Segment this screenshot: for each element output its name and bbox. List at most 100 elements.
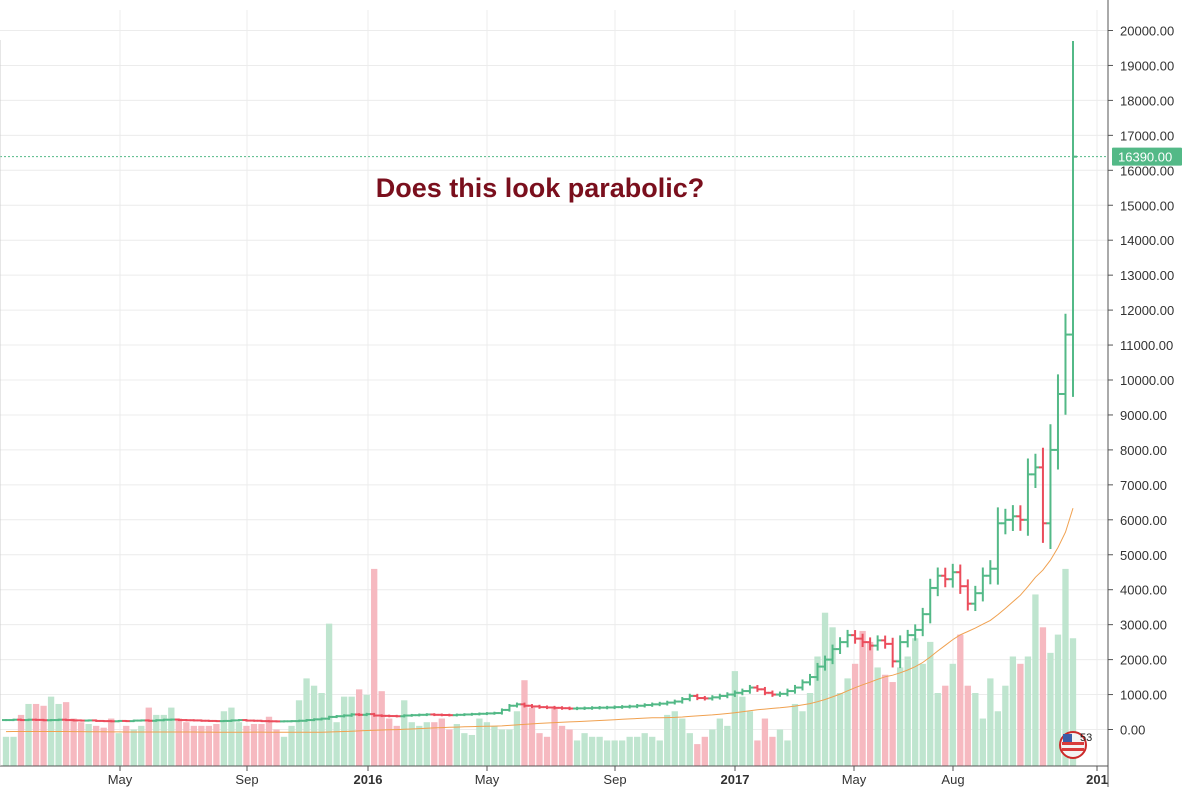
last-price-label: 16390.00 — [1112, 147, 1182, 166]
ohlc-bar — [1023, 458, 1032, 536]
volume-bar — [701, 736, 708, 766]
volume-bar — [356, 689, 363, 766]
ohlc-bar — [918, 607, 927, 637]
ohlc-bar — [490, 711, 499, 715]
ohlc-bar — [92, 719, 101, 722]
volume-bar — [1062, 568, 1069, 766]
volume-bar — [1047, 652, 1054, 766]
volume-bar — [754, 740, 761, 766]
volume-bar — [483, 722, 491, 766]
x-tick-label: Sep — [235, 772, 258, 787]
ohlc-bar — [407, 713, 416, 717]
ohlc-bar — [618, 705, 627, 709]
badge-count: 53 — [1080, 732, 1092, 744]
volume-bar — [731, 671, 739, 766]
volume-bar — [927, 641, 934, 766]
x-tick-label: 201 — [1086, 772, 1108, 787]
ohlc-bar — [144, 719, 153, 722]
ohlc-bar — [415, 713, 424, 717]
ohlc-bar — [69, 719, 78, 722]
x-tick-label: Aug — [941, 772, 964, 787]
ohlc-bar — [129, 719, 138, 723]
annotation-text: Does this look parabolic? — [376, 173, 705, 203]
ohlc-bar — [843, 629, 852, 648]
ohlc-bar — [219, 719, 228, 723]
x-tick-label: May — [475, 772, 500, 787]
volume-bar — [739, 696, 746, 766]
ohlc-bar — [227, 719, 236, 722]
ohlc-bar — [1046, 424, 1055, 549]
volume-bar — [55, 703, 62, 766]
y-tick-label: 15000.00 — [1120, 198, 1174, 213]
volume-bar — [175, 718, 182, 766]
ohlc-bar — [543, 705, 552, 710]
volume-bar — [521, 680, 528, 766]
ohlc-bar — [963, 579, 972, 611]
volume-bar — [513, 711, 521, 766]
ohlc-bar — [941, 567, 950, 588]
ohlc-bar — [760, 686, 769, 696]
ohlc-bar — [2, 719, 10, 722]
volume-bar — [138, 725, 145, 766]
volume-bar — [851, 663, 859, 766]
volume-bar — [453, 724, 461, 766]
y-tick-label: 12000.00 — [1120, 303, 1174, 318]
volume-bar — [205, 725, 213, 766]
ohlc-bar — [437, 713, 446, 717]
ohlc-bar — [926, 578, 935, 624]
ohlc-bar — [933, 567, 942, 597]
y-tick-label: 10000.00 — [1120, 373, 1174, 388]
volume-bar — [1054, 634, 1062, 766]
ohlc-bar — [573, 706, 582, 711]
volume-bar — [2, 736, 10, 766]
volume-bar — [581, 733, 588, 766]
flag-badge[interactable]: 53 — [1059, 731, 1092, 759]
volume-bar — [1009, 656, 1017, 766]
volume-bar — [130, 729, 137, 766]
ohlc-bar — [370, 712, 379, 717]
volume-bar — [108, 718, 115, 766]
volume-bar — [333, 722, 340, 766]
volume-bar — [874, 667, 881, 766]
ohlc-bar — [249, 719, 258, 722]
volume-bar — [273, 729, 280, 766]
volume-bar — [716, 718, 723, 766]
moving-average-line — [5, 508, 1074, 733]
y-tick-label: 9000.00 — [1120, 408, 1167, 423]
y-tick-label: 1000.00 — [1120, 688, 1167, 703]
volume-bar — [153, 714, 160, 766]
ohlc-bar — [9, 718, 18, 722]
ohlc-bar — [1038, 447, 1047, 543]
ohlc-bar — [993, 507, 1002, 585]
ohlc-bar — [881, 635, 890, 649]
ohlc-bar — [775, 691, 784, 697]
volume-bar — [438, 718, 445, 766]
volume-bar — [536, 733, 543, 766]
volume-bar — [618, 740, 626, 766]
y-tick-label: 18000.00 — [1120, 93, 1174, 108]
volume-bar — [280, 736, 288, 766]
volume-bars — [2, 568, 1077, 766]
last-price-label-text: 16390.00 — [1118, 150, 1172, 165]
ohlc-bar — [287, 720, 296, 723]
volume-bar — [446, 729, 453, 766]
ohlc-bar — [84, 719, 93, 722]
volume-bar — [814, 656, 821, 766]
ohlc-bar — [745, 684, 754, 694]
ohlc-bar — [122, 719, 131, 723]
ohlc-bar — [565, 706, 574, 711]
volume-bar — [551, 707, 558, 766]
volume-bar — [123, 725, 130, 766]
volume-bar — [160, 714, 167, 766]
ohlc-bar — [24, 718, 33, 722]
ohlc-bar — [768, 690, 777, 697]
volume-bar — [972, 693, 979, 766]
ohlc-bar — [1061, 313, 1070, 415]
volume-bar — [964, 685, 971, 766]
ohlc-bars — [2, 40, 1077, 723]
volume-bar — [70, 718, 77, 766]
ohlc-bar — [310, 718, 319, 722]
ohlc-bar — [558, 706, 567, 710]
ohlc-bar — [77, 719, 86, 722]
